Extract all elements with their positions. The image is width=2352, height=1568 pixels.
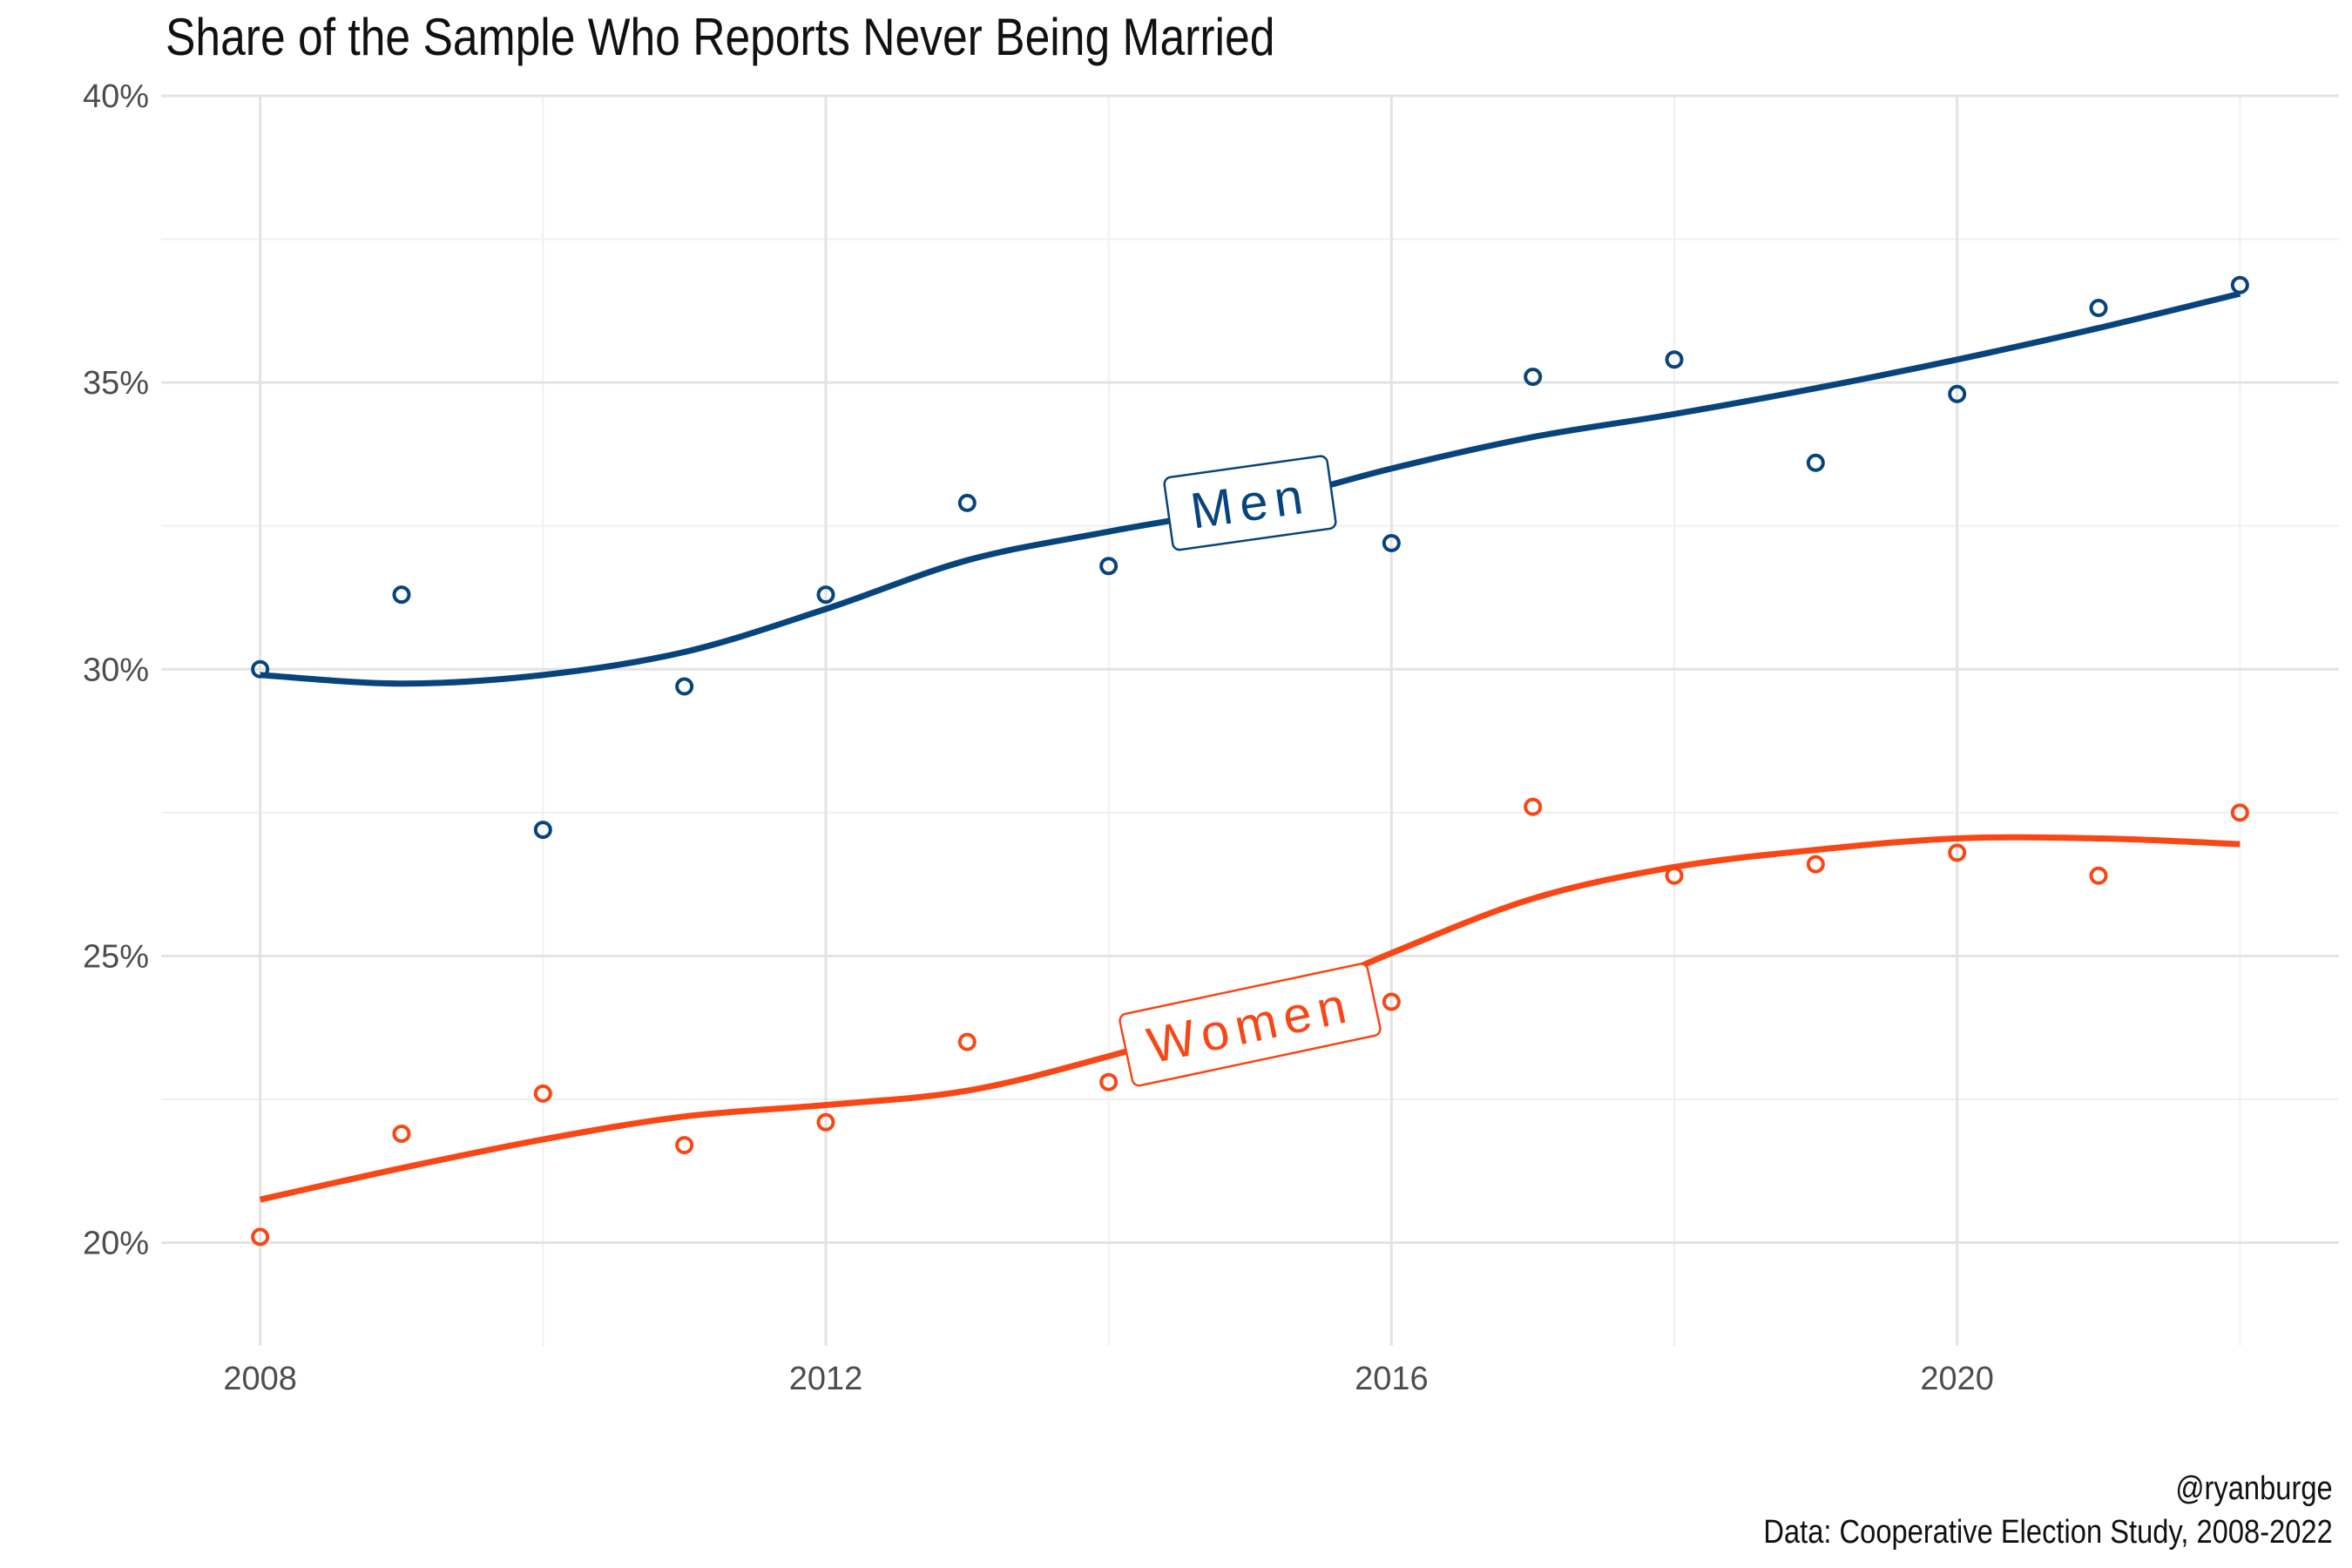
- minor-gridlines: [161, 96, 2339, 1346]
- data-point-women: [1665, 866, 1684, 885]
- data-point-men: [675, 677, 694, 696]
- series-trend-lines: [259, 290, 2241, 1203]
- major-gridlines: [161, 94, 2339, 1346]
- data-point-women: [2089, 866, 2108, 885]
- x-tick-label: 2020: [1920, 1361, 1994, 1397]
- data-point-women: [816, 1112, 835, 1132]
- y-tick-label: 25%: [83, 938, 149, 975]
- data-point-women: [1382, 992, 1401, 1011]
- data-point-men: [533, 821, 552, 840]
- data-point-women: [1948, 843, 1967, 862]
- data-point-women: [957, 1032, 977, 1051]
- series-label-box: [1119, 963, 1382, 1087]
- data-point-women: [251, 1227, 270, 1247]
- chart-title: Share of the Sample Who Reports Never Be…: [166, 8, 1275, 66]
- x-tick-label: 2012: [789, 1361, 863, 1397]
- data-point-women: [1099, 1072, 1119, 1092]
- data-point-women: [1806, 855, 1825, 874]
- x-tick-label: 2008: [223, 1361, 297, 1397]
- y-tick-label: 20%: [83, 1226, 149, 1262]
- x-axis-tick-labels: 2008 2012 2016 2020: [223, 1361, 1994, 1397]
- data-point-men: [392, 585, 411, 605]
- data-point-women: [392, 1124, 411, 1143]
- data-point-men: [816, 585, 835, 605]
- caption-source: Data: Cooperative Election Study, 2008-2…: [1763, 1514, 2333, 1551]
- data-point-men: [2089, 299, 2108, 318]
- data-point-men: [1524, 368, 1543, 387]
- x-tick-label: 2016: [1355, 1361, 1429, 1397]
- data-point-men: [251, 659, 270, 679]
- data-point-women: [533, 1084, 552, 1103]
- data-point-men: [1948, 384, 1967, 403]
- data-point-men: [1099, 557, 1119, 576]
- data-point-men: [2230, 275, 2249, 294]
- series-points: [251, 275, 2249, 1247]
- data-point-men: [1382, 533, 1401, 552]
- series-label-box: [1163, 455, 1337, 551]
- y-axis-tick-labels: 20% 25% 30% 35% 40%: [83, 78, 149, 1262]
- y-tick-label: 35%: [83, 365, 149, 402]
- data-point-men: [1806, 453, 1825, 472]
- data-point-men: [957, 493, 977, 512]
- data-point-men: [1665, 350, 1684, 369]
- caption-handle: @ryanburge: [2175, 1470, 2333, 1507]
- data-point-women: [2230, 803, 2249, 822]
- data-point-women: [1524, 797, 1543, 816]
- y-tick-label: 30%: [83, 652, 149, 688]
- y-tick-label: 40%: [83, 78, 149, 115]
- data-point-women: [675, 1136, 694, 1155]
- series-label-women: Women: [1119, 963, 1382, 1087]
- series-label-men: Men: [1163, 455, 1337, 551]
- series-labels: Men Women: [1119, 455, 1382, 1087]
